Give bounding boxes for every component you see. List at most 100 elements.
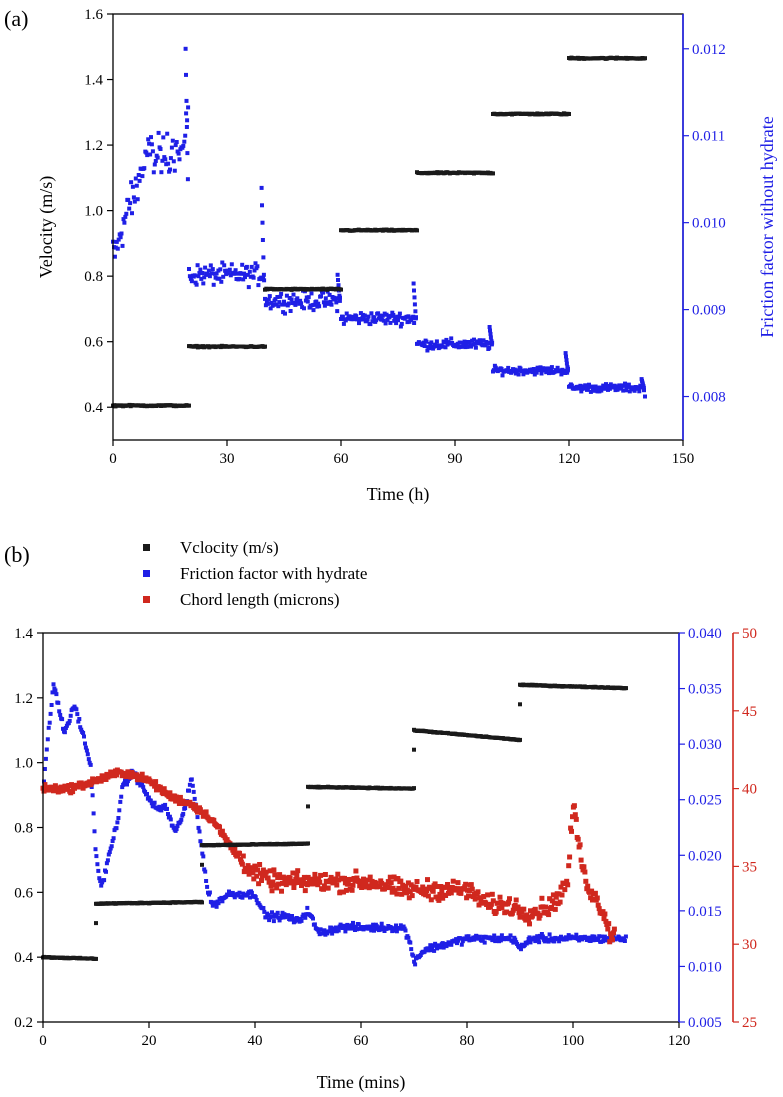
friction-a-point: [599, 388, 604, 393]
friction-a-point: [472, 337, 476, 342]
chord-b-point: [328, 874, 334, 880]
friction-a-point: [515, 368, 520, 373]
panel-a-y-ticks: 0.4 0.6 0.8 1.0 1.2 1.4 1.6: [84, 7, 113, 416]
chord-b-point: [404, 887, 410, 893]
friction-b-point: [159, 808, 164, 813]
friction-a-point: [186, 105, 191, 110]
friction-b-point: [42, 767, 47, 771]
friction-a-point: [198, 267, 203, 272]
panel-a-y-tick-label: 0.6: [84, 335, 103, 351]
chord-b-point: [594, 895, 600, 901]
friction-b-point: [106, 852, 111, 857]
friction-a-point: [399, 321, 404, 326]
friction-b-point: [343, 929, 348, 934]
velocity-b-point: [306, 804, 310, 809]
friction-b-point: [305, 905, 310, 910]
friction-b-point: [157, 804, 162, 809]
friction-b-point: [356, 922, 361, 927]
chord-b-point: [254, 873, 260, 879]
legend-label-velocity: Vclocity (m/s): [180, 538, 279, 557]
friction-b-point: [338, 922, 343, 927]
friction-a-point: [314, 299, 319, 304]
chord-b-point: [300, 881, 305, 887]
chord-b-point: [250, 870, 256, 876]
friction-b-point: [48, 711, 53, 716]
friction-a-point: [487, 345, 492, 350]
legend-marker-chord: [143, 596, 150, 603]
friction-a-point: [341, 321, 346, 326]
chord-b-point: [528, 908, 533, 914]
chord-b-point: [424, 888, 429, 893]
panel-a-x-ticks: 0 30 60 90 120 150: [109, 440, 694, 467]
friction-a-point: [181, 143, 186, 148]
friction-b-point: [61, 726, 65, 731]
friction-b-point: [107, 850, 112, 854]
friction-a-point: [183, 46, 188, 51]
friction-a-point: [587, 382, 591, 387]
friction-a-point: [197, 271, 202, 276]
friction-b-point: [109, 844, 114, 849]
friction-a-point: [119, 231, 124, 236]
chord-b-point: [488, 901, 494, 907]
friction-a-point: [317, 304, 322, 309]
friction-b-point: [60, 717, 65, 722]
friction-b-point: [198, 839, 203, 844]
friction-a-point: [275, 295, 280, 299]
friction-a-point: [513, 371, 518, 376]
friction-a-point: [261, 272, 266, 277]
friction-a-point: [260, 203, 264, 208]
chord-b-point: [316, 876, 322, 882]
friction-a-point: [311, 308, 316, 313]
friction-a-point: [278, 294, 283, 299]
friction-b-point: [347, 923, 352, 928]
chord-b-point: [395, 876, 401, 881]
chord-b-point: [297, 880, 303, 885]
chord-b-point: [274, 885, 280, 891]
panel-a-x-tick-label: 120: [558, 451, 581, 467]
chord-b-point: [400, 882, 406, 888]
friction-a-point: [137, 178, 142, 183]
chord-b-point: [256, 881, 262, 887]
friction-a-point: [306, 295, 311, 300]
panel-a-y-tick-label: 1.2: [84, 138, 103, 154]
friction-a-point: [168, 156, 173, 161]
friction-b-point: [92, 829, 97, 834]
friction-b-point: [125, 779, 130, 784]
friction-a-point: [602, 386, 607, 391]
chord-b-point: [448, 890, 454, 896]
chord-b-point: [187, 799, 193, 805]
friction-b-point: [455, 941, 459, 946]
friction-a-point: [218, 267, 223, 272]
panel-a-x-tick-label: 30: [220, 451, 235, 467]
friction-a-point: [385, 317, 390, 322]
friction-b-point: [120, 785, 125, 790]
friction-b-point: [167, 814, 172, 819]
friction-a-point: [487, 325, 492, 329]
friction-a-point: [253, 261, 258, 266]
friction-a-point: [639, 377, 644, 382]
chord-b-point: [307, 877, 313, 883]
chord-b-point: [507, 896, 512, 902]
friction-a-point: [200, 271, 205, 275]
chord-b-point: [495, 900, 501, 906]
friction-a-point: [155, 155, 160, 160]
panel-a-y-tick-label: 0.8: [84, 269, 103, 285]
friction-a-point: [583, 383, 588, 388]
chord-b-point: [260, 867, 266, 873]
friction-a-point: [547, 371, 551, 376]
friction-a-point: [184, 125, 189, 129]
friction-a-point: [380, 313, 385, 318]
friction-a-point: [588, 389, 593, 394]
friction-a-point: [459, 340, 464, 345]
friction-b-point: [87, 760, 92, 765]
chord-b-point: [527, 921, 532, 927]
legend-marker-velocity: [143, 544, 150, 551]
friction-a-point: [202, 275, 207, 280]
friction-a-point: [467, 340, 472, 345]
friction-a-point: [266, 297, 271, 302]
chord-b-point: [244, 867, 250, 873]
chord-b-point: [134, 772, 139, 778]
chord-b-point: [430, 888, 436, 894]
friction-a-point: [279, 291, 284, 296]
friction-a-point: [368, 322, 373, 327]
